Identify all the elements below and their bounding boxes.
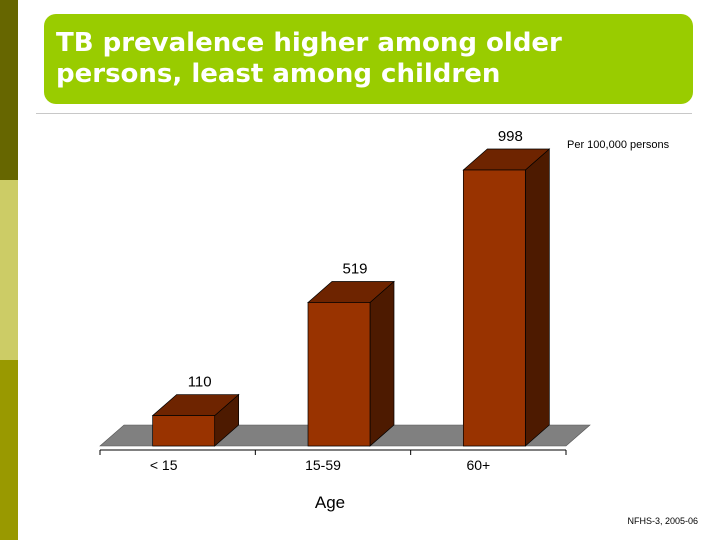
unit-note: Per 100,000 persons bbox=[567, 139, 670, 151]
data-label: 998 bbox=[498, 128, 523, 145]
bar bbox=[307, 302, 371, 447]
slide-sidebar bbox=[0, 0, 18, 540]
title-box: TB prevalence higher among older persons… bbox=[44, 14, 693, 104]
bar bbox=[152, 415, 216, 447]
sidebar-segment-top bbox=[0, 0, 18, 180]
slide-title: TB prevalence higher among older persons… bbox=[56, 28, 562, 89]
data-label: 110 bbox=[188, 374, 212, 391]
source-note: NFHS-3, 2005-06 bbox=[627, 516, 698, 526]
sidebar-segment-bottom bbox=[0, 360, 18, 540]
data-label: 519 bbox=[342, 260, 367, 277]
title-divider bbox=[36, 113, 692, 114]
x-tick-label: 15-59 bbox=[305, 457, 341, 473]
sidebar-segment-middle bbox=[0, 180, 18, 360]
bar-side bbox=[524, 148, 550, 447]
x-axis-label: Age bbox=[315, 493, 345, 512]
x-tick-label: 60+ bbox=[466, 457, 490, 473]
x-tick-label: < 15 bbox=[150, 457, 178, 473]
bar-side bbox=[369, 280, 395, 447]
bar bbox=[462, 169, 526, 447]
